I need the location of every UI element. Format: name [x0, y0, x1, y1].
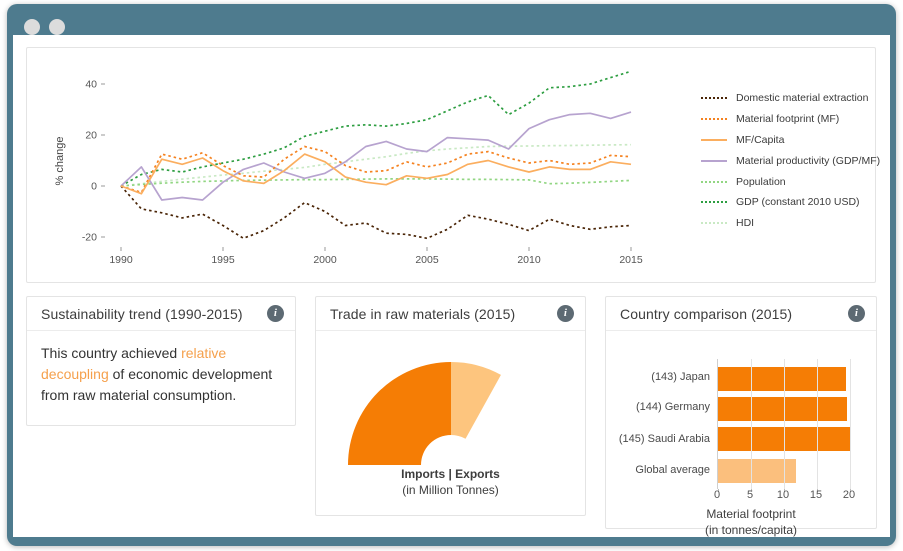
svg-text:2000: 2000 [313, 254, 337, 266]
panel-title: Trade in raw materials (2015) i [316, 297, 585, 331]
fan-caption: Imports | Exports (in Million Tonnes) [316, 467, 585, 498]
series-line[interactable] [120, 111, 632, 201]
legend-swatch-icon [701, 180, 727, 183]
svg-text:2005: 2005 [415, 254, 439, 266]
legend-label: HDI [736, 217, 755, 230]
legend-label: Domestic material extraction [736, 92, 869, 105]
info-icon[interactable]: i [557, 305, 574, 322]
window-control-dot[interactable] [24, 19, 40, 35]
bar-axis-label: Material footprint (in tonnes/capita) [656, 507, 846, 537]
legend-item[interactable]: GDP (constant 2010 USD) [701, 192, 880, 213]
bar-category-label: Global average [635, 464, 710, 476]
legend-item[interactable]: Domestic material extraction [701, 88, 880, 109]
legend-item[interactable]: MF/Capita [701, 130, 880, 151]
panel-title-text: Sustainability trend (1990-2015) [41, 306, 243, 322]
trend-line-chart-card: 40 20 0 -20 1990 1995 2000 2005 2010 2015 % change… [26, 47, 880, 283]
statement-highlight: relative decoupling [41, 345, 227, 382]
bar-category-label: (143) Japan [651, 371, 710, 383]
panel-title: Sustainability trend (1990-2015) i [27, 297, 295, 331]
window-titlebar [7, 4, 896, 35]
bar-axis-label-line1: Material footprint [706, 507, 796, 521]
bar-axis-tick: 10 [776, 489, 790, 501]
legend-swatch-icon [701, 201, 727, 204]
statement-text: of economic development from raw materia… [41, 366, 273, 403]
series-line[interactable] [120, 178, 632, 187]
svg-text:1995: 1995 [211, 254, 235, 266]
legend-item[interactable]: HDI [701, 213, 880, 234]
app-window: 40 20 0 -20 1990 1995 2000 2005 2010 2015% change… [7, 4, 896, 546]
svg-text:1990: 1990 [109, 254, 133, 266]
trade-fan-chart [348, 362, 501, 465]
chart-legend: Domestic material extraction Material fo… [701, 88, 880, 234]
dashboard-content: 40 20 0 -20 1990 1995 2000 2005 2010 2015% change… [13, 35, 890, 537]
bar-axis-label-line2: (in tonnes/capita) [704, 522, 798, 537]
info-icon[interactable]: i [267, 305, 284, 322]
series-line[interactable] [120, 153, 632, 195]
legend-swatch-icon [701, 97, 727, 100]
fan-caption-line1: Imports | Exports [401, 467, 500, 481]
legend-label: Material footprint (MF) [736, 113, 840, 126]
series-line[interactable] [120, 145, 632, 194]
legend-swatch-icon [701, 118, 727, 121]
statement-text: This country achieved [41, 345, 182, 361]
legend-item[interactable]: Material footprint (MF) [701, 109, 880, 130]
svg-text:-20: -20 [82, 232, 97, 244]
bar-axis-tick: 0 [713, 489, 721, 501]
bar-germany[interactable] [718, 397, 848, 421]
legend-swatch-icon [701, 222, 727, 225]
legend-item[interactable]: Material productivity (GDP/MF) [701, 150, 880, 171]
exports-wedge[interactable] [451, 362, 501, 439]
bar-category-label: (144) Germany [636, 401, 710, 413]
bar-axis-tick: 15 [809, 489, 823, 501]
series-line[interactable] [120, 70, 632, 187]
panel-title-text: Trade in raw materials (2015) [330, 306, 516, 322]
bar-global-average[interactable] [718, 459, 796, 483]
fan-chart-body: Imports | Exports (in Million Tonnes) [316, 331, 585, 516]
panel-title: Country comparison (2015) i [606, 297, 876, 331]
fan-caption-line2: (in Million Tonnes) [402, 482, 499, 497]
bar-japan[interactable] [718, 367, 846, 391]
sustainability-trend-panel: Sustainability trend (1990-2015) i This … [26, 296, 296, 426]
svg-text:0: 0 [91, 181, 97, 193]
line-chart[interactable]: 40 20 0 -20 1990 1995 2000 2005 2010 2015 % change [27, 48, 875, 282]
legend-label: Material productivity (GDP/MF) [736, 154, 881, 167]
bar-chart: (143) Japan (144) Germany (145) Saudi Ar… [606, 331, 876, 537]
svg-text:% change: % change [54, 137, 66, 186]
bar-plot-area [717, 359, 867, 492]
info-icon[interactable]: i [848, 305, 865, 322]
imports-wedge[interactable] [348, 362, 451, 465]
legend-item[interactable]: Population [701, 171, 880, 192]
svg-text:2015: 2015 [619, 254, 643, 266]
bar-category-label: (145) Saudi Arabia [618, 433, 710, 445]
legend-swatch-icon [701, 138, 727, 141]
svg-text:2010: 2010 [517, 254, 541, 266]
window-control-dot[interactable] [49, 19, 65, 35]
bar-axis-tick: 5 [746, 489, 754, 501]
legend-swatch-icon [701, 159, 727, 162]
trade-panel: Trade in raw materials (2015) i Imports … [315, 296, 586, 516]
legend-label: MF/Capita [736, 133, 785, 146]
panel-title-text: Country comparison (2015) [620, 306, 793, 322]
svg-text:20: 20 [85, 130, 97, 142]
bar-axis-tick: 20 [842, 489, 856, 501]
trend-statement: This country achieved relative decouplin… [27, 331, 295, 418]
legend-label: Population [736, 175, 786, 188]
country-comparison-panel: Country comparison (2015) i (143) Japan … [605, 296, 877, 537]
svg-text:40: 40 [85, 79, 97, 91]
legend-label: GDP (constant 2010 USD) [736, 196, 860, 209]
series-line[interactable] [120, 185, 632, 240]
